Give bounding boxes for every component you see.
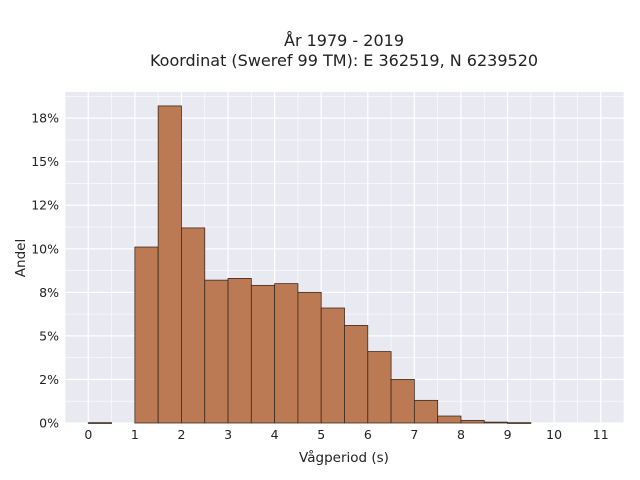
y-tick-label: 8% (39, 285, 59, 300)
y-tick-label: 15% (31, 154, 59, 169)
histogram-bar (460, 419, 485, 424)
chart-title-line-2: Koordinat (Sweref 99 TM): E 362519, N 62… (150, 51, 538, 70)
y-tick-label: 2% (39, 372, 59, 387)
x-tick-label: 10 (546, 427, 562, 442)
x-tick-label: 7 (410, 427, 418, 442)
histogram-bar (87, 422, 112, 424)
histogram-bar (507, 422, 532, 424)
y-tick-label: 0% (39, 416, 59, 431)
histogram-bar (367, 351, 392, 424)
histogram-bar (344, 325, 369, 424)
histogram-bar (483, 421, 508, 424)
chart-title-line-1: År 1979 - 2019 (284, 31, 404, 50)
x-tick-label: 1 (131, 427, 139, 442)
x-axis-label: Vågperiod (s) (299, 449, 389, 466)
y-axis-label: Andel (13, 239, 29, 277)
x-tick-label: 11 (593, 427, 609, 442)
histogram-bar (181, 227, 206, 424)
x-tick-label: 3 (224, 427, 232, 442)
histogram-bar (437, 415, 462, 424)
histogram-bar (413, 399, 439, 424)
x-tick-label: 4 (271, 427, 279, 442)
x-tick-label: 9 (504, 427, 512, 442)
x-tick-label: 2 (177, 427, 185, 442)
histogram-bar (250, 284, 276, 424)
histogram-bar (390, 379, 415, 424)
histogram-bar (134, 246, 159, 424)
y-tick-label: 5% (39, 328, 59, 343)
x-axis-ticks: 0 1 2 3 4 5 6 7 8 9 10 11 (84, 427, 608, 442)
y-tick-label: 18% (31, 111, 59, 126)
histogram-bar (204, 279, 229, 424)
histogram-bar (227, 278, 252, 424)
x-tick-label: 0 (84, 427, 92, 442)
histogram-bars (87, 105, 532, 424)
x-tick-label: 8 (457, 427, 465, 442)
histogram-bar (157, 105, 182, 424)
y-axis-ticks: 0% 2% 5% 8% 10% 12% 15% 18% (31, 111, 59, 431)
y-tick-label: 12% (31, 198, 59, 213)
y-tick-label: 10% (31, 241, 59, 256)
histogram-bar (274, 283, 299, 424)
x-tick-label: 5 (317, 427, 325, 442)
histogram-bar (320, 307, 345, 424)
histogram-bar (297, 291, 322, 424)
x-tick-label: 6 (364, 427, 372, 442)
